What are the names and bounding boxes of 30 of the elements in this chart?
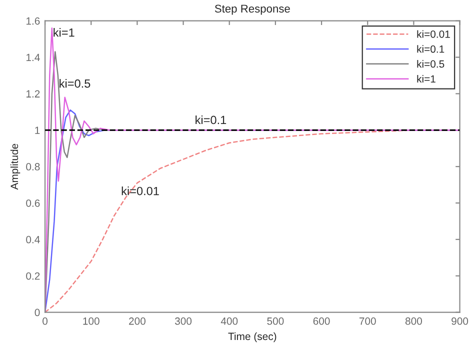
x-tick-label: 100 (83, 317, 100, 325)
y-tick-label: 0.6 (26, 199, 40, 207)
annotation: ki=0.5 (60, 79, 90, 88)
legend-label: ki=0.01 (417, 30, 450, 38)
x-tick-label: 300 (174, 317, 192, 325)
x-tick-label: 600 (313, 317, 330, 325)
x-tick-label: 700 (359, 317, 376, 325)
annotation: ki=0.1 (196, 115, 226, 124)
chart-title: Step Response (214, 4, 290, 15)
y-tick-label: 0.8 (26, 163, 40, 170)
x-tick-label: 400 (220, 317, 238, 325)
x-tick-label: 0 (42, 317, 48, 325)
y-tick-label: 1.4 (26, 54, 40, 62)
y-tick-label: 1.2 (26, 90, 40, 98)
x-axis-title: Time (sec) (228, 332, 276, 342)
annotation: ki=1 (54, 28, 74, 37)
legend-label: ki=1 (417, 74, 436, 82)
y-tick-label: 1 (35, 126, 40, 134)
legend-label: ki=0.5 (417, 60, 444, 68)
legend-label: ki=0.1 (417, 45, 444, 53)
annotation: ki=0.01 (122, 186, 159, 196)
y-tick-label: 0 (34, 308, 40, 316)
y-axis-title: Amplitude (10, 144, 20, 190)
x-tick-label: 800 (405, 317, 422, 325)
x-tick-label: 200 (129, 317, 146, 325)
x-tick-label: 900 (452, 317, 468, 325)
y-tick-label: 1.6 (26, 17, 40, 25)
x-tick-label: 500 (267, 317, 284, 325)
y-tick-label: 0.4 (26, 236, 40, 244)
y-tick-label: 0.2 (26, 272, 40, 280)
